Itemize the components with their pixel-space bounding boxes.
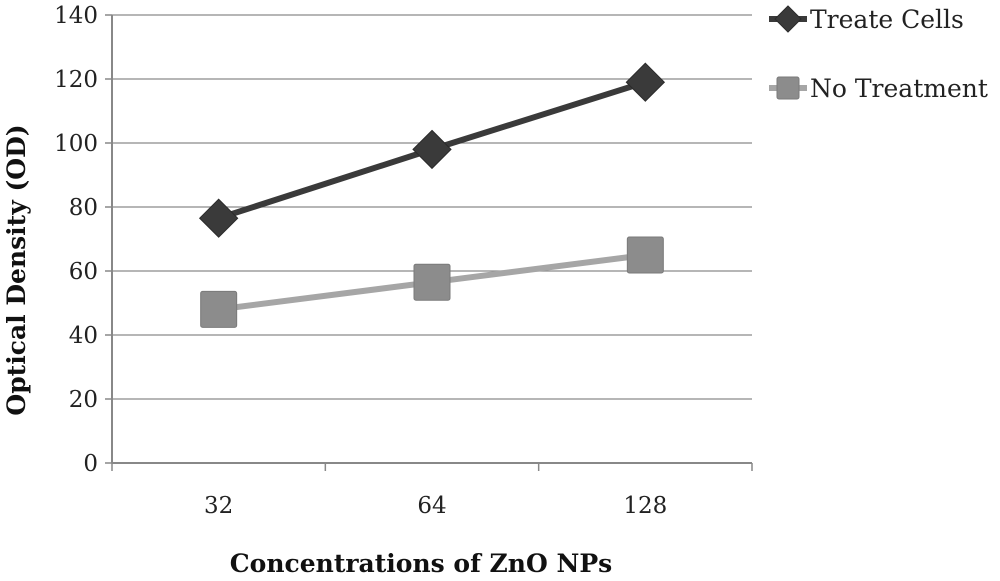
legend-marker: [774, 5, 802, 33]
x-tick-label: 64: [417, 493, 446, 519]
y-axis-title: Optical Density (OD): [2, 124, 31, 415]
legend-item: Treate Cells: [769, 5, 964, 34]
series-no-treatment: [200, 236, 664, 328]
x-tick-labels: 32 64 128: [111, 463, 753, 519]
x-tick-label: 128: [623, 493, 667, 519]
y-tick-label: 100: [54, 131, 98, 157]
axes: [111, 15, 752, 464]
grid-lines: [112, 14, 752, 400]
x-tick-label: 32: [204, 493, 233, 519]
y-tick-label: 20: [69, 387, 98, 413]
x-axis-title: Concentrations of ZnO NPs: [230, 549, 612, 578]
data-point: [413, 263, 451, 301]
data-point: [198, 198, 239, 238]
legend-marker: [776, 76, 800, 100]
legend: Treate Cells No Treatment: [769, 5, 988, 103]
data-point: [200, 290, 238, 328]
legend-label: Treate Cells: [810, 5, 964, 34]
data-point: [412, 129, 452, 170]
data-point: [625, 62, 666, 102]
y-tick-label: 40: [69, 323, 98, 349]
y-tick-label: 80: [69, 195, 98, 221]
y-tick-label: 60: [69, 259, 98, 285]
y-tick-labels: 0 20 40 60 80 100 120 140: [54, 3, 112, 477]
y-tick-label: 0: [83, 451, 98, 477]
legend-item: No Treatment: [769, 74, 988, 103]
y-tick-label: 120: [54, 67, 98, 93]
series-treate-cells: [198, 62, 666, 238]
legend-label: No Treatment: [810, 74, 988, 103]
series-group: [198, 62, 666, 328]
data-point: [626, 236, 664, 274]
y-tick-label: 140: [54, 3, 98, 29]
